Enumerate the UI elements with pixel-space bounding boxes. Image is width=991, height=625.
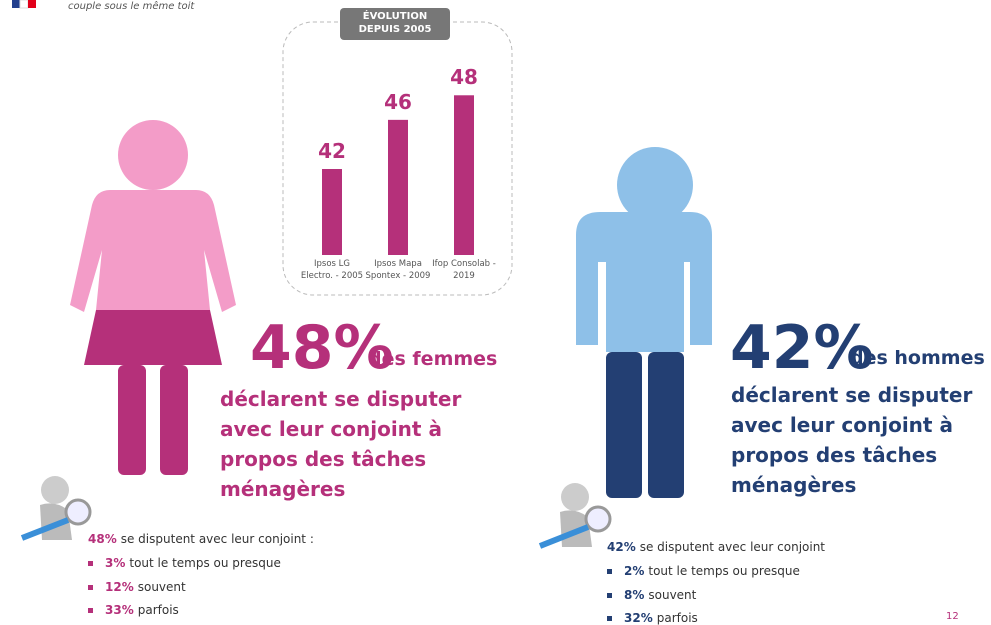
men-detail-value: 42%: [607, 540, 636, 554]
chart-title-chip: [340, 8, 450, 40]
item-value: 33%: [105, 603, 134, 617]
women-detail-value: 48%: [88, 532, 117, 546]
women-detail: 48% se disputent avec leur conjoint :: [88, 532, 314, 546]
flag-white: [19, 0, 29, 9]
women-statement: déclarent se disputer avec leur conjoint…: [220, 387, 462, 501]
women-detail-text: se disputent avec leur conjoint :: [120, 532, 314, 546]
item-text: parfois: [137, 603, 179, 617]
header-subtitle: couple sous le même toit: [68, 1, 195, 12]
bullet: [88, 608, 93, 613]
page-number: 12: [946, 611, 959, 622]
value-label: 48: [450, 65, 478, 90]
men-detail-text: se disputent avec leur conjoint: [639, 540, 826, 554]
item-text: parfois: [656, 611, 698, 625]
men-group: des hommes: [850, 347, 985, 369]
list-item: 32% parfois: [607, 611, 698, 625]
flag-blue: [12, 0, 20, 8]
list-item: 2% tout le temps ou presque: [607, 564, 800, 578]
item-value: 2%: [624, 564, 645, 578]
bar: [388, 119, 408, 255]
item-value: 3%: [105, 556, 126, 570]
bullet: [88, 561, 93, 566]
list-item: 3% tout le temps ou presque: [88, 556, 281, 570]
category-label: Ifop Consolab - 2019: [432, 259, 496, 281]
women-headline: 48%: [250, 313, 394, 383]
item-text: souvent: [137, 579, 186, 594]
item-value: 12%: [105, 579, 134, 594]
bar: [322, 169, 342, 255]
list-item: 33% parfois: [88, 603, 179, 617]
item-text: souvent: [648, 587, 697, 602]
item-value: 8%: [624, 587, 645, 602]
bullet: [607, 616, 612, 621]
category-label: Ipsos LG Electro. - 2005: [300, 259, 364, 281]
list-item: 12% souvent: [88, 580, 186, 594]
flag-red: [28, 0, 36, 8]
item-text: tout le temps ou presque: [648, 564, 800, 578]
woman-figure: [70, 120, 236, 475]
men-detail: 42% se disputent avec leur conjoint: [607, 540, 825, 554]
chart-title: ÉVOLUTION DEPUIS 2005: [358, 11, 432, 35]
bar: [454, 95, 474, 256]
category-label: Ipsos Mapa Spontex - 2009: [365, 259, 431, 281]
bullet: [607, 592, 612, 598]
women-group: des femmes: [368, 348, 498, 370]
magnifier-icon: [20, 476, 92, 541]
item-text: tout le temps ou presque: [129, 556, 281, 570]
list-item: 8% souvent: [607, 588, 696, 602]
men-statement: déclarent se disputer avec leur conjoint…: [731, 383, 973, 497]
bullet: [607, 569, 612, 574]
bullet: [88, 584, 93, 590]
man-figure: [576, 147, 712, 498]
value-label: 46: [384, 89, 412, 114]
item-value: 32%: [624, 611, 653, 625]
value-label: 42: [318, 139, 346, 163]
men-headline: 42%: [730, 313, 874, 383]
magnifier-icon: [538, 483, 612, 549]
